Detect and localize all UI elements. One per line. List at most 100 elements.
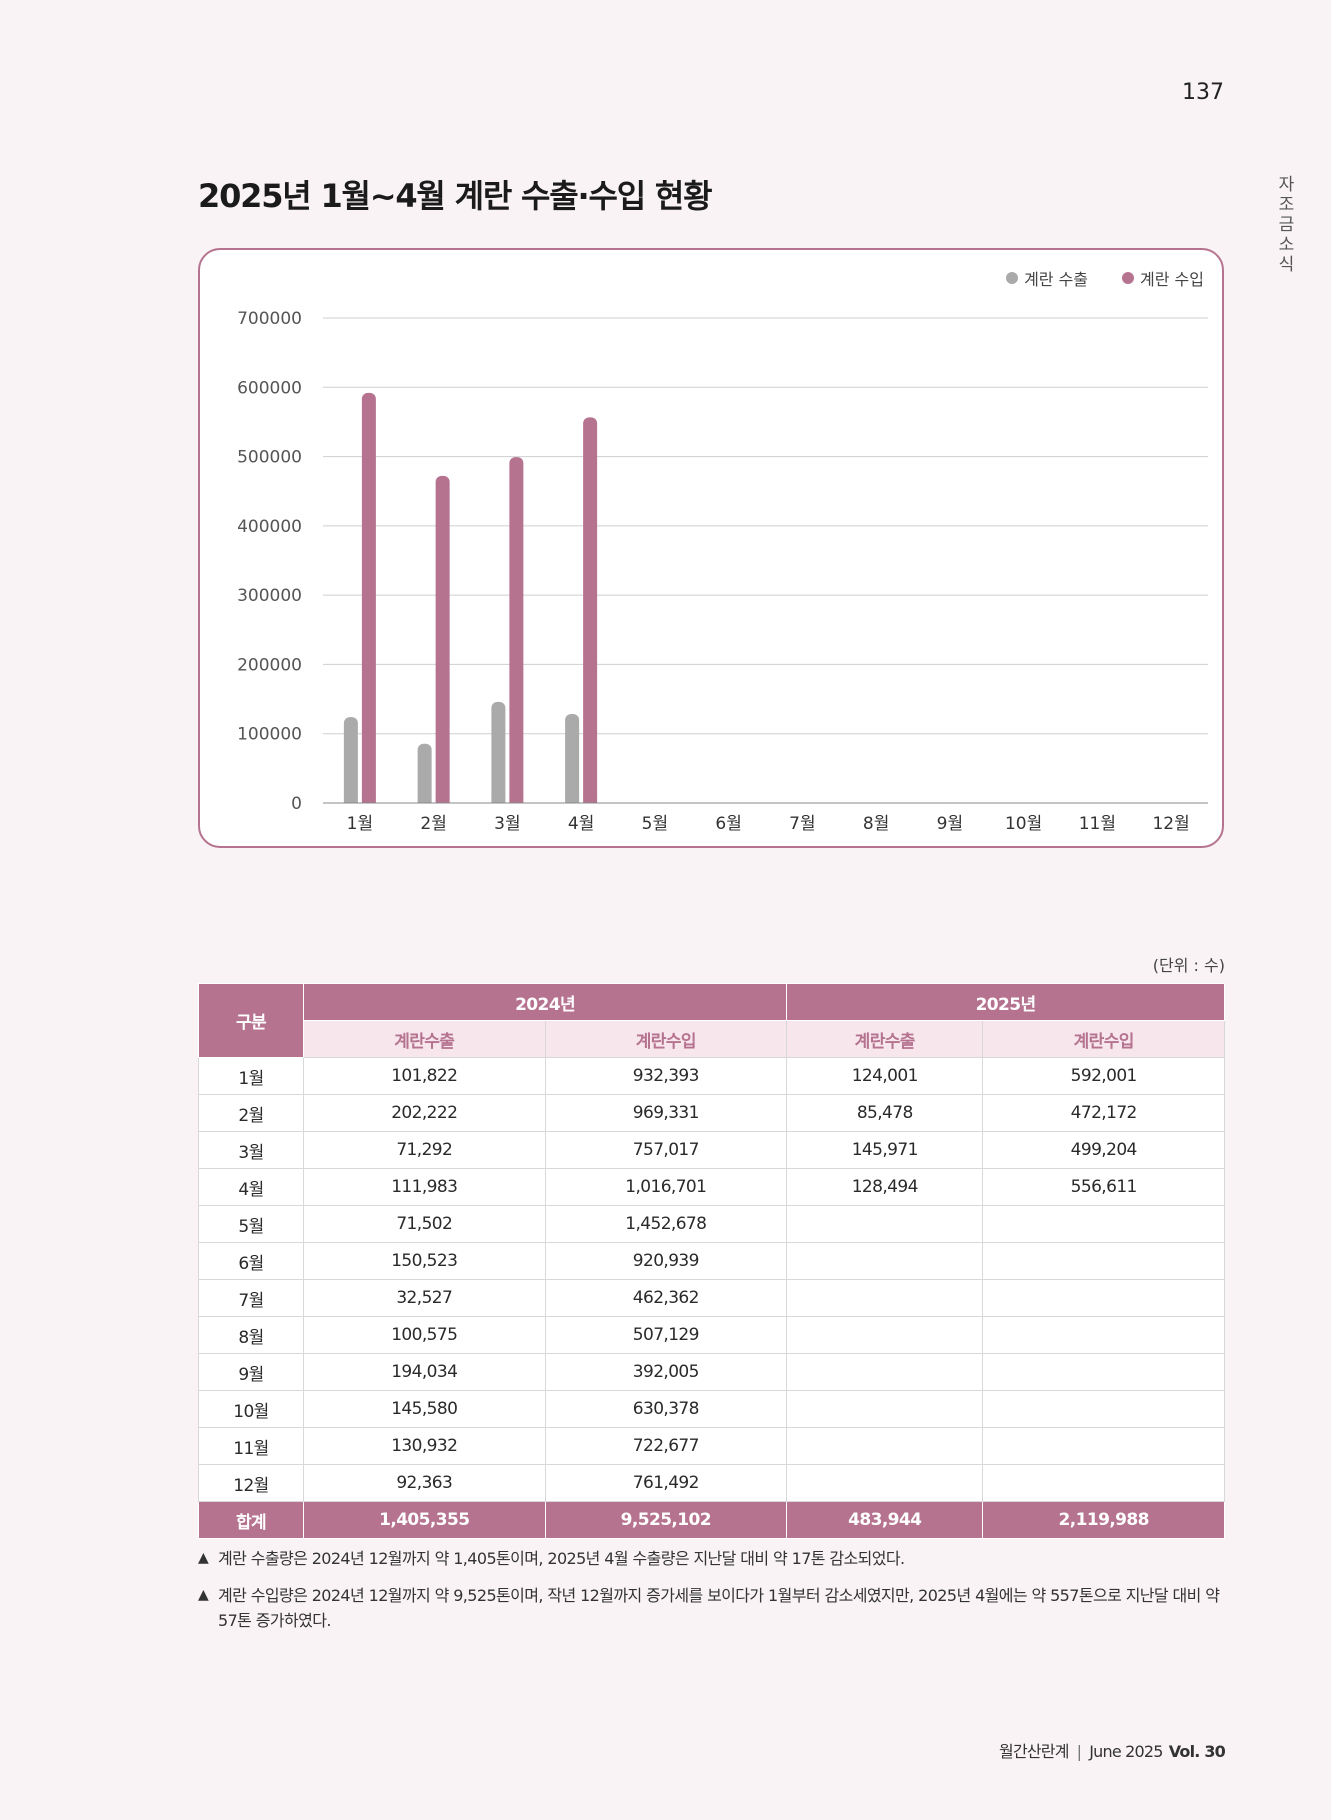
bar-import xyxy=(583,417,598,803)
month-cell: 11월 xyxy=(198,1427,304,1465)
notes: ▲ 계란 수출량은 2024년 12월까지 약 1,405톤이며, 2025년 … xyxy=(198,1546,1228,1645)
table-subheader-row: 계란수출 계란수입 계란수출 계란수입 xyxy=(199,1020,1225,1058)
table-row: 4월 111,983 1,016,701 128,494 556,611 xyxy=(198,1168,1225,1206)
value-cell: 757,017 xyxy=(544,1131,788,1169)
header-category: 구분 xyxy=(198,983,304,1058)
value-cell: 556,611 xyxy=(982,1168,1225,1206)
table-row: 1월 101,822 932,393 124,001 592,001 xyxy=(198,1057,1225,1095)
x-tick-label: 12월 xyxy=(1152,814,1189,834)
chart-legend: 계란 수출 계란 수입 xyxy=(1006,266,1204,290)
subheader-2025-import: 계란수입 xyxy=(982,1020,1225,1058)
bar-import xyxy=(361,392,376,803)
table-row: 5월 71,502 1,452,678 xyxy=(198,1205,1225,1243)
footer-issue: June 2025 xyxy=(1089,1742,1163,1761)
y-tick-label: 400000 xyxy=(237,517,302,537)
note-export: ▲ 계란 수출량은 2024년 12월까지 약 1,405톤이며, 2025년 … xyxy=(198,1546,1228,1571)
value-cell xyxy=(786,1242,984,1280)
value-cell: 722,677 xyxy=(544,1427,788,1465)
table-row: 9월 194,034 392,005 xyxy=(198,1353,1225,1391)
legend-dot-import xyxy=(1122,272,1135,284)
note-text: 계란 수출량은 2024년 12월까지 약 1,405톤이며, 2025년 4월… xyxy=(218,1549,905,1568)
x-tick-label: 10월 xyxy=(1005,814,1042,834)
value-cell xyxy=(786,1279,984,1317)
x-tick-label: 6월 xyxy=(715,814,741,834)
value-cell: 202,222 xyxy=(303,1094,546,1132)
table-header-row: 구분 2024년 2025년 xyxy=(198,983,1225,1058)
value-cell: 130,932 xyxy=(303,1427,546,1465)
month-cell: 9월 xyxy=(198,1353,304,1391)
bar-base xyxy=(509,797,524,803)
value-cell xyxy=(982,1242,1225,1280)
value-cell xyxy=(982,1316,1225,1354)
value-cell: 150,523 xyxy=(303,1242,546,1280)
bar-export xyxy=(343,717,358,803)
subheader-2024-import: 계란수입 xyxy=(544,1020,788,1058)
bar-export xyxy=(565,713,580,803)
value-cell xyxy=(786,1464,984,1502)
value-cell xyxy=(982,1279,1225,1317)
bar-chart: 0 100000 200000 300000 400000 500000 600000 700… xyxy=(237,309,1208,834)
x-tick-label: 5월 xyxy=(642,814,668,834)
note-import: ▲ 계란 수입량은 2024년 12월까지 약 9,525톤이며, 작년 12월… xyxy=(198,1583,1228,1633)
legend-label-export: 계란 수출 xyxy=(1024,270,1089,289)
page-number: 137 xyxy=(1182,80,1224,105)
bar-base xyxy=(435,797,450,803)
value-cell: 630,378 xyxy=(544,1390,788,1428)
value-cell: 128,494 xyxy=(786,1168,984,1206)
legend-item-export: 계란 수출 xyxy=(1006,266,1088,290)
table-row: 12월 92,363 761,492 xyxy=(198,1464,1225,1502)
value-cell: 592,001 xyxy=(982,1057,1225,1095)
value-cell: 124,001 xyxy=(786,1057,984,1095)
value-cell xyxy=(982,1427,1225,1465)
total-label: 합계 xyxy=(198,1501,304,1539)
legend-item-import: 계란 수입 xyxy=(1122,266,1204,290)
table-row: 10월 145,580 630,378 xyxy=(198,1390,1225,1428)
value-cell: 194,034 xyxy=(303,1353,546,1391)
legend-dot-export xyxy=(1006,272,1019,284)
total-value-cell: 2,119,988 xyxy=(982,1501,1225,1539)
table-total-row: 합계 1,405,355 9,525,102 483,944 2,119,988 xyxy=(198,1501,1225,1539)
footer-volume: Vol. 30 xyxy=(1168,1742,1226,1761)
month-cell: 4월 xyxy=(198,1168,304,1206)
footer-magazine: 월간산란계 xyxy=(999,1742,1069,1761)
unit-note: (단위 : 수) xyxy=(1152,956,1225,975)
chart-container: 0 100000 200000 300000 400000 500000 600000 700… xyxy=(198,248,1224,848)
x-tick-label: 4월 xyxy=(568,814,594,834)
month-cell: 10월 xyxy=(198,1390,304,1428)
value-cell xyxy=(786,1316,984,1354)
x-tick-label: 9월 xyxy=(937,814,963,834)
value-cell: 32,527 xyxy=(303,1279,546,1317)
triangle-bullet-icon: ▲ xyxy=(198,1550,209,1566)
value-cell: 932,393 xyxy=(544,1057,788,1095)
y-tick-label: 200000 xyxy=(237,655,302,675)
y-tick-label: 700000 xyxy=(237,309,302,329)
page-title: 2025년 1월~4월 계란 수출·수입 현황 xyxy=(198,177,713,215)
table-row: 8월 100,575 507,129 xyxy=(198,1316,1225,1354)
value-cell: 85,478 xyxy=(786,1094,984,1132)
bar-base xyxy=(417,797,432,803)
value-cell: 100,575 xyxy=(303,1316,546,1354)
footer-separator: | xyxy=(1076,1742,1082,1761)
x-tick-label: 11월 xyxy=(1079,814,1116,834)
y-tick-label: 500000 xyxy=(237,448,302,468)
bar-base xyxy=(343,797,358,803)
header-year-2025: 2025년 xyxy=(786,983,1225,1021)
footer: 월간산란계 | June 2025 Vol. 30 xyxy=(999,1738,1226,1762)
month-cell: 2월 xyxy=(198,1094,304,1132)
x-tick-label: 2월 xyxy=(420,814,446,834)
total-value-cell: 9,525,102 xyxy=(544,1501,788,1539)
x-tick-label: 8월 xyxy=(863,814,889,834)
y-tick-label: 600000 xyxy=(237,378,302,398)
y-tick-label: 100000 xyxy=(237,725,302,745)
value-cell: 507,129 xyxy=(544,1316,788,1354)
month-cell: 6월 xyxy=(198,1242,304,1280)
month-cell: 8월 xyxy=(198,1316,304,1354)
value-cell: 1,016,701 xyxy=(544,1168,788,1206)
value-cell xyxy=(786,1427,984,1465)
month-cell: 7월 xyxy=(198,1279,304,1317)
table-row: 6월 150,523 920,939 xyxy=(198,1242,1225,1280)
value-cell xyxy=(982,1353,1225,1391)
triangle-bullet-icon: ▲ xyxy=(198,1587,209,1603)
total-value-cell: 483,944 xyxy=(786,1501,984,1539)
bar-export xyxy=(491,701,506,803)
